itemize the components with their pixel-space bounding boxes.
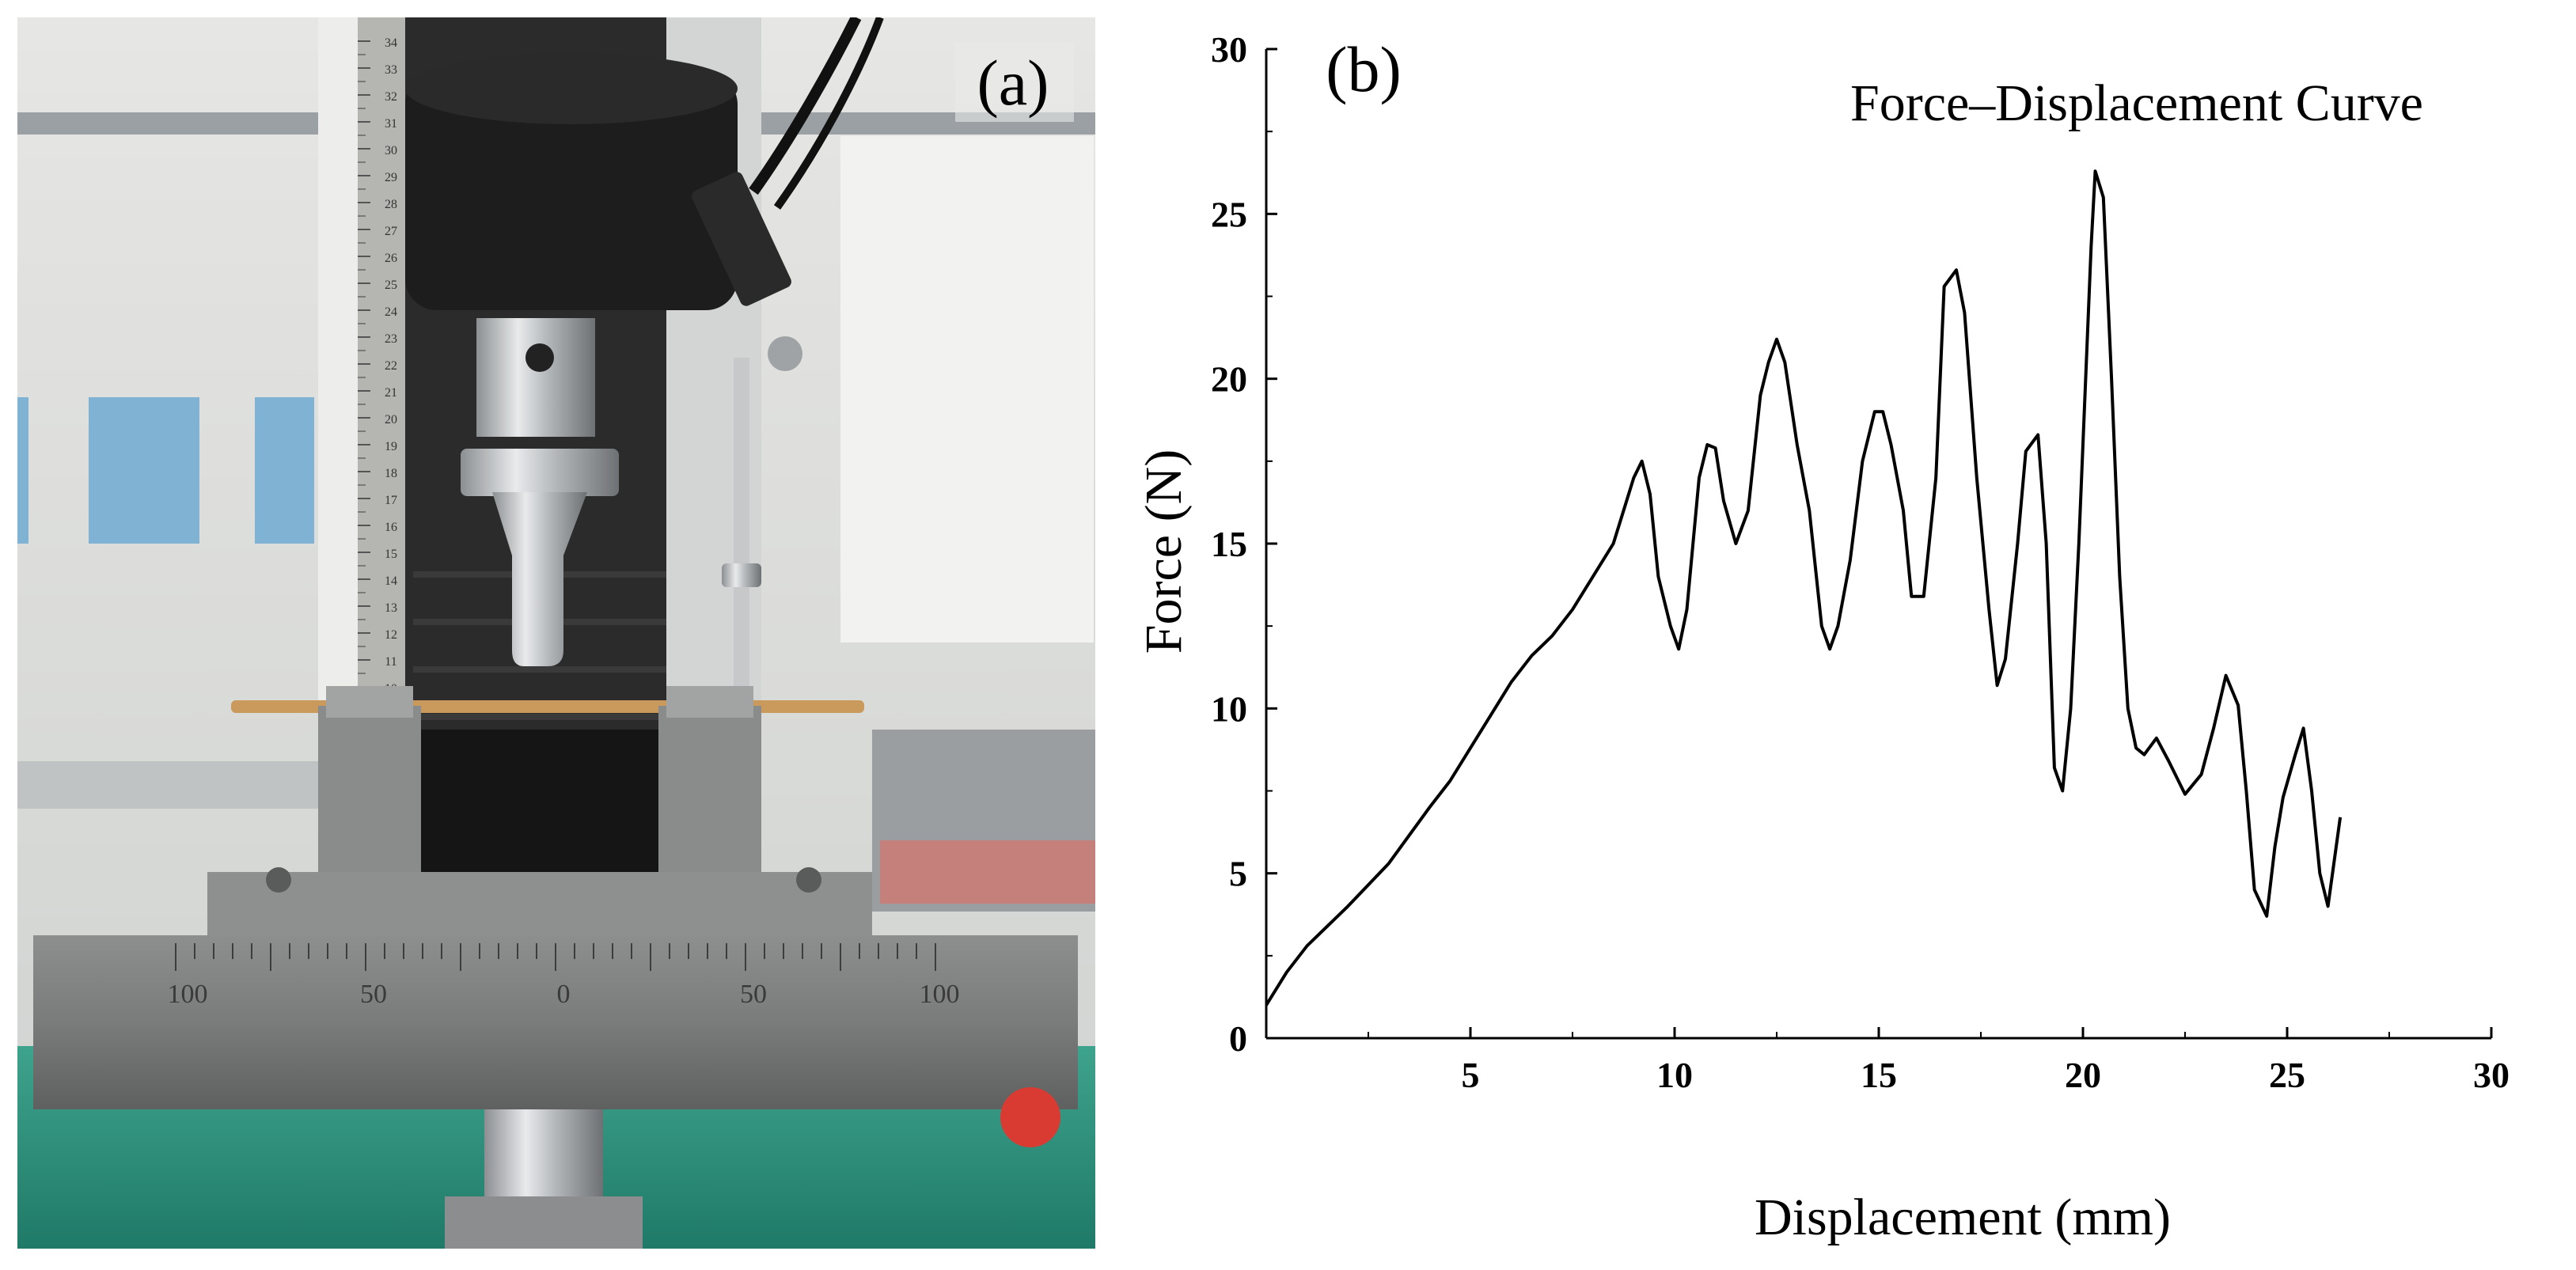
ruler-label: 34 bbox=[385, 36, 397, 50]
ruler-label: 29 bbox=[385, 171, 397, 184]
ruler-label: 13 bbox=[385, 601, 397, 615]
ruler-label: 22 bbox=[385, 359, 397, 373]
window bbox=[840, 136, 1094, 643]
ruler-label: 27 bbox=[385, 225, 397, 238]
tick-labels: 5 10 15 20 25 30 0 5 10 15 20 25 30 bbox=[1211, 29, 2510, 1095]
base-scale-label: 100 bbox=[168, 980, 208, 1009]
x-tick-label: 5 bbox=[1462, 1055, 1480, 1095]
y-tick-label: 25 bbox=[1211, 194, 1247, 234]
panel-label-b: (b) bbox=[1326, 33, 1402, 105]
vertical-ruler bbox=[358, 17, 405, 706]
ruler-ticks bbox=[358, 40, 370, 701]
x-tick-label: 20 bbox=[2065, 1055, 2101, 1095]
ruler-label: 25 bbox=[385, 279, 397, 292]
adapter-screw bbox=[525, 343, 554, 372]
ruler-label: 33 bbox=[385, 63, 397, 77]
left-support-top bbox=[326, 686, 413, 718]
punch bbox=[492, 492, 587, 666]
ruler-labels: 34 33 32 31 30 29 28 27 26 25 24 23 22 21 20 19 18 17 16 15… bbox=[385, 36, 397, 696]
ruler-label: 28 bbox=[385, 198, 397, 211]
ruler-label: 16 bbox=[385, 521, 397, 534]
ruler-label: 14 bbox=[385, 574, 397, 588]
y-tick-label: 20 bbox=[1211, 359, 1247, 400]
chart-title: Force–Displacement Curve bbox=[1850, 74, 2423, 132]
ruler-label: 15 bbox=[385, 548, 397, 561]
x-tick-label: 15 bbox=[1861, 1055, 1897, 1095]
ruler-label: 18 bbox=[385, 467, 397, 480]
right-support-top bbox=[666, 686, 753, 718]
cable bbox=[773, 17, 884, 210]
wall-poster bbox=[255, 397, 314, 544]
base-scale-label: 50 bbox=[360, 980, 387, 1009]
force-displacement-chart: (b) Force–Displacement Curve Force (N) D… bbox=[1108, 0, 2576, 1266]
bolt bbox=[796, 867, 821, 893]
emergency-stop bbox=[1000, 1087, 1060, 1147]
y-tick-label: 5 bbox=[1229, 854, 1247, 894]
ruler-label: 30 bbox=[385, 144, 397, 157]
x-axis-label: Displacement (mm) bbox=[1755, 1188, 2171, 1246]
axes bbox=[1265, 49, 2491, 1040]
knob bbox=[768, 336, 802, 371]
base-scale-labels: 100 50 0 50 100 bbox=[168, 980, 960, 1009]
ruler-label: 24 bbox=[385, 305, 397, 319]
ruler-label: 11 bbox=[385, 655, 396, 669]
y-tick-label: 15 bbox=[1211, 524, 1247, 564]
ruler-label: 21 bbox=[385, 386, 397, 400]
x-tick-label: 30 bbox=[2473, 1055, 2510, 1095]
y-axis-label: Force (N) bbox=[1135, 449, 1193, 654]
base-scale-ticks bbox=[175, 943, 936, 971]
load-cell-top bbox=[405, 53, 738, 124]
base-scale-label: 100 bbox=[920, 980, 960, 1009]
lower-foot bbox=[445, 1196, 643, 1249]
x-tick-label: 10 bbox=[1656, 1055, 1693, 1095]
bolt bbox=[266, 867, 291, 893]
y-tick-label: 0 bbox=[1229, 1018, 1247, 1059]
x-tick-label: 25 bbox=[2269, 1055, 2305, 1095]
y-tick-label: 10 bbox=[1211, 688, 1247, 729]
ruler-label: 17 bbox=[385, 494, 397, 507]
base-scale-label: 50 bbox=[740, 980, 767, 1009]
series-layer bbox=[1265, 169, 2343, 1007]
cable bbox=[749, 17, 862, 195]
series-line-0 bbox=[1265, 169, 2343, 1007]
panel-label-a: (a) bbox=[977, 47, 1049, 119]
ruler-label: 19 bbox=[385, 440, 397, 453]
wall-poster bbox=[89, 397, 199, 544]
punch-plate bbox=[461, 449, 619, 496]
base-scale-label: 0 bbox=[557, 980, 571, 1009]
y-tick-label: 30 bbox=[1211, 29, 1247, 70]
tick-marks bbox=[1266, 47, 2493, 1040]
cable-connector bbox=[692, 172, 791, 306]
ruler-label: 32 bbox=[385, 90, 397, 104]
wall-poster bbox=[17, 397, 28, 544]
load-cell bbox=[405, 73, 738, 310]
adapter bbox=[476, 318, 595, 437]
ruler-label: 31 bbox=[385, 117, 397, 131]
ruler-label: 23 bbox=[385, 332, 397, 346]
ruler-label: 12 bbox=[385, 628, 397, 642]
ruler-label: 26 bbox=[385, 252, 397, 265]
lab-bench bbox=[17, 761, 350, 809]
guide-collar bbox=[722, 563, 761, 587]
ruler-label: 20 bbox=[385, 413, 397, 426]
red-light bbox=[880, 840, 1095, 904]
test-rig-photo: 34 33 32 31 30 29 28 27 26 25 24 23 22 21 20 19 18 17 16 15… bbox=[17, 17, 1095, 1249]
